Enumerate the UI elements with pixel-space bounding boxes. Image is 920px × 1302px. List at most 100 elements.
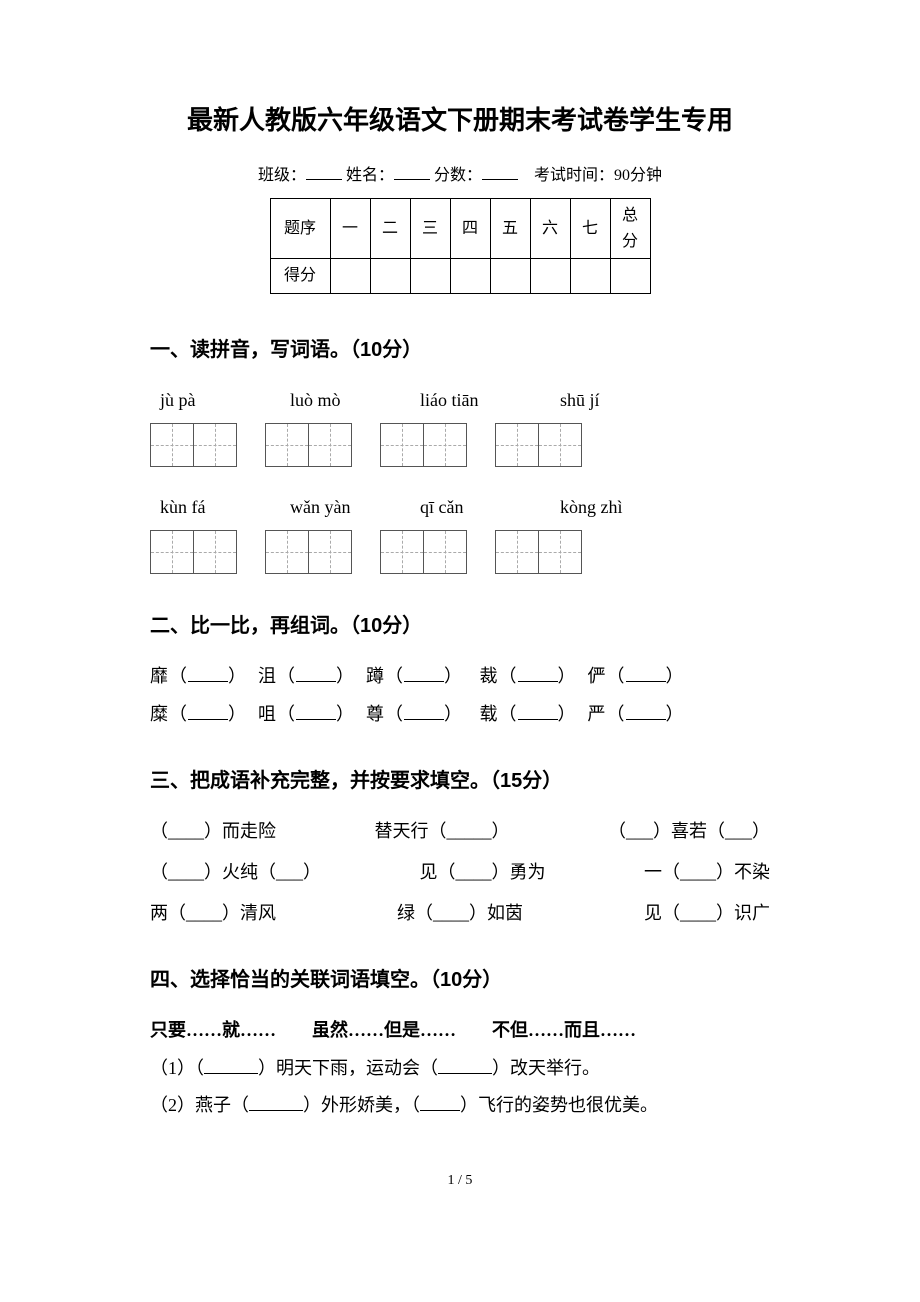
idiom-line: （____）而走险 替天行（_____） （___）喜若（___）	[150, 817, 770, 846]
idiom-line: （____）火纯（___） 见（____）勇为 一（____）不染	[150, 858, 770, 887]
td[interactable]	[450, 259, 490, 294]
char: 严	[588, 704, 607, 724]
th: 五	[490, 199, 530, 259]
blank[interactable]	[518, 702, 558, 720]
page-number: 1 / 5	[150, 1170, 770, 1192]
compare-line: 糜（） 咀（） 尊（） 载（） 严（）	[150, 700, 770, 729]
table-row: 得分	[270, 259, 650, 294]
boxes-row	[150, 423, 770, 467]
blank[interactable]	[518, 664, 558, 682]
td[interactable]	[330, 259, 370, 294]
idiom: 绿（____）如茵	[397, 899, 523, 928]
section1-head: 一、读拼音，写词语。（10分）	[150, 334, 770, 366]
char: 裁	[480, 666, 499, 686]
pinyin: shū jí	[560, 386, 650, 415]
score-table: 题序 一 二 三 四 五 六 七 总分 得分	[270, 198, 651, 294]
char: 尊	[366, 704, 385, 724]
blank[interactable]	[626, 702, 666, 720]
idiom-line: 两（____）清风 绿（____）如茵 见（____）识广	[150, 899, 770, 928]
blank[interactable]	[404, 664, 444, 682]
exam-title: 最新人教版六年级语文下册期末考试卷学生专用	[150, 100, 770, 142]
class-blank[interactable]	[306, 162, 342, 180]
name-label: 姓名：	[346, 167, 394, 184]
name-blank[interactable]	[394, 162, 430, 180]
conj-options: 只要……就…… 虽然……但是…… 不但……而且……	[150, 1016, 770, 1045]
header-line: 班级： 姓名： 分数： 考试时间：90分钟	[150, 162, 770, 189]
idiom: 一（____）不染	[644, 858, 770, 887]
tianzige[interactable]	[380, 530, 467, 574]
time-label: 考试时间：90分钟	[534, 167, 662, 184]
table-row: 题序 一 二 三 四 五 六 七 总分	[270, 199, 650, 259]
td[interactable]	[570, 259, 610, 294]
section4-head: 四、选择恰当的关联词语填空。（10分）	[150, 964, 770, 996]
text: （2）燕子（	[150, 1095, 249, 1115]
score-label: 分数：	[434, 167, 482, 184]
text: ）明天下雨，运动会（	[258, 1058, 438, 1078]
score-blank[interactable]	[482, 162, 518, 180]
pinyin: liáo tiān	[420, 386, 520, 415]
conj-q1: （1）（ ）明天下雨，运动会（ ）改天举行。	[150, 1054, 770, 1083]
idiom: （____）火纯（___）	[150, 858, 321, 887]
td[interactable]	[530, 259, 570, 294]
idiom: 替天行（_____）	[375, 817, 510, 846]
idiom: 见（____）勇为	[420, 858, 546, 887]
blank[interactable]	[249, 1093, 303, 1111]
td: 得分	[270, 259, 330, 294]
td[interactable]	[490, 259, 530, 294]
td[interactable]	[410, 259, 450, 294]
blank[interactable]	[204, 1056, 258, 1074]
char: 糜	[150, 704, 169, 724]
section2-head: 二、比一比，再组词。（10分）	[150, 610, 770, 642]
char: 载	[480, 704, 499, 724]
th: 七	[570, 199, 610, 259]
tianzige[interactable]	[380, 423, 467, 467]
th: 六	[530, 199, 570, 259]
blank[interactable]	[296, 702, 336, 720]
section3-head: 三、把成语补充完整，并按要求填空。（15分）	[150, 765, 770, 797]
tianzige[interactable]	[150, 530, 237, 574]
pinyin: wǎn yàn	[290, 493, 380, 522]
th: 四	[450, 199, 490, 259]
text: ）外形娇美，（	[303, 1095, 420, 1115]
th: 三	[410, 199, 450, 259]
pinyin-row: kùn fá wǎn yàn qī cǎn kòng zhì	[160, 493, 770, 522]
th: 总分	[610, 199, 650, 259]
tianzige[interactable]	[265, 423, 352, 467]
pinyin: luò mò	[290, 386, 380, 415]
conj-q2: （2）燕子（ ）外形娇美，（ ）飞行的姿势也很优美。	[150, 1091, 770, 1120]
blank[interactable]	[188, 664, 228, 682]
idiom: （____）而走险	[150, 817, 276, 846]
pinyin: qī cǎn	[420, 493, 520, 522]
th: 二	[370, 199, 410, 259]
char: 蹲	[366, 666, 385, 686]
idiom: 见（____）识广	[644, 899, 770, 928]
char: 咀	[258, 704, 277, 724]
blank[interactable]	[420, 1093, 460, 1111]
compare-line: 靡（） 沮（） 蹲（） 裁（） 俨（）	[150, 662, 770, 691]
text: （1）（	[150, 1058, 204, 1078]
blank[interactable]	[626, 664, 666, 682]
text: ）飞行的姿势也很优美。	[460, 1095, 658, 1115]
blank[interactable]	[404, 702, 444, 720]
boxes-row	[150, 530, 770, 574]
char: 沮	[258, 666, 277, 686]
blank[interactable]	[296, 664, 336, 682]
pinyin: jù pà	[160, 386, 250, 415]
class-label: 班级：	[258, 167, 306, 184]
tianzige[interactable]	[150, 423, 237, 467]
pinyin-row: jù pà luò mò liáo tiān shū jí	[160, 386, 770, 415]
tianzige[interactable]	[495, 530, 582, 574]
blank[interactable]	[438, 1056, 492, 1074]
tianzige[interactable]	[265, 530, 352, 574]
tianzige[interactable]	[495, 423, 582, 467]
td[interactable]	[370, 259, 410, 294]
pinyin: kòng zhì	[560, 493, 650, 522]
td[interactable]	[610, 259, 650, 294]
th: 一	[330, 199, 370, 259]
pinyin: kùn fá	[160, 493, 250, 522]
text: ）改天举行。	[492, 1058, 600, 1078]
idiom: 两（____）清风	[150, 899, 276, 928]
blank[interactable]	[188, 702, 228, 720]
idiom: （___）喜若（___）	[608, 817, 770, 846]
char: 靡	[150, 666, 169, 686]
